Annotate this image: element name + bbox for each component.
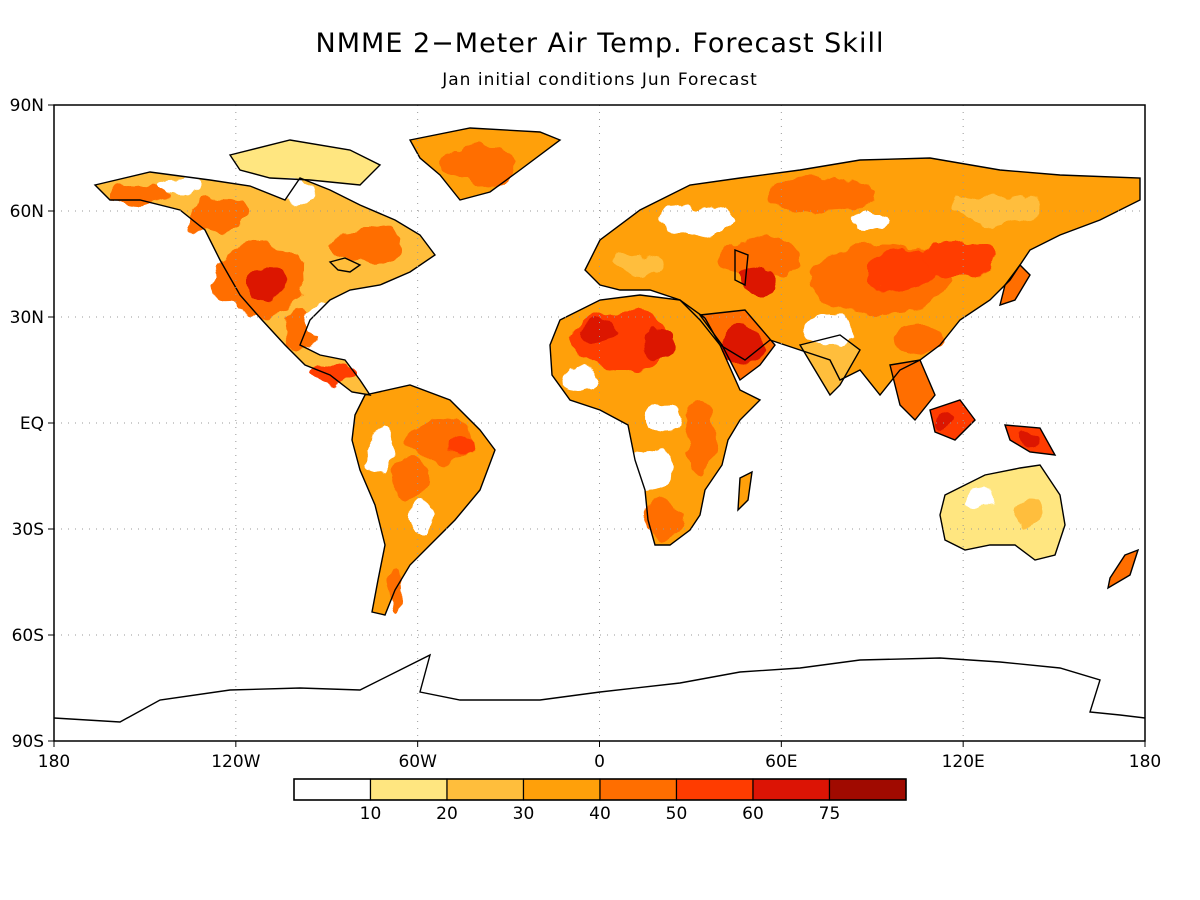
coastline-borneo xyxy=(929,399,976,441)
coastline-india xyxy=(798,334,861,397)
colorbar-swatch xyxy=(752,778,831,801)
landmass-australia xyxy=(940,465,1065,560)
lon-tick-label: 120W xyxy=(211,752,260,772)
colorbar-label: 60 xyxy=(742,804,764,824)
coastline-australia xyxy=(939,464,1066,561)
colorbar-swatch xyxy=(675,778,754,801)
lat-tick-label: 90S xyxy=(12,732,44,752)
colorbar-swatch xyxy=(522,778,601,801)
coastline-antarctica xyxy=(54,653,1145,723)
colorbar-label: 75 xyxy=(819,804,841,824)
coastline-new-guinea xyxy=(1003,424,1057,456)
colorbar-frame xyxy=(293,778,907,801)
skill-hotspots-layer xyxy=(110,145,1045,610)
colorbar-swatch xyxy=(293,778,372,801)
coastline-southeast-asia xyxy=(889,359,936,422)
coastline-africa xyxy=(549,294,762,546)
coastline-new-zealand xyxy=(1107,548,1140,590)
lat-tick-label: 90N xyxy=(10,96,44,116)
lon-tick-label: 60E xyxy=(765,752,797,772)
landmass-southeast-asia xyxy=(890,360,935,420)
lon-tick-label: 0 xyxy=(594,752,605,772)
colorbar-label: 10 xyxy=(360,804,382,824)
landmass-india xyxy=(800,335,860,395)
coastline-arctic-islands xyxy=(228,139,382,186)
map-title: NMME 2−Meter Air Temp. Forecast Skill xyxy=(315,28,885,59)
coastline-great-lakes xyxy=(328,257,362,273)
lat-tick-label: EQ xyxy=(20,414,44,434)
colorbar-label: 30 xyxy=(513,804,535,824)
coastline-madagascar xyxy=(737,470,753,512)
coastline-south-america xyxy=(351,384,496,616)
coastline-north-america xyxy=(93,171,436,396)
lon-tick-label: 180 xyxy=(38,752,70,772)
coastline-eurasia xyxy=(584,157,1141,397)
colorbar-label: 50 xyxy=(666,804,688,824)
lat-tick-label: 30S xyxy=(12,520,44,540)
coastline-japan xyxy=(999,263,1031,307)
lat-tick-label: 60N xyxy=(10,202,44,222)
colorbar-label: 20 xyxy=(436,804,458,824)
colorbar-swatch xyxy=(446,778,525,801)
coastline-greenland xyxy=(408,127,562,201)
colorbar-swatch xyxy=(599,778,678,801)
colorbar: 10 20 30 40 50 60 75 xyxy=(293,778,907,824)
coastlines-layer xyxy=(54,127,1145,723)
landmass-arctic-islands xyxy=(230,140,380,185)
map-subtitle: Jan initial conditions Jun Forecast xyxy=(442,70,758,90)
landmass-madagascar xyxy=(738,472,752,510)
landmass-new-zealand xyxy=(1108,550,1138,588)
lat-tick-label: 30N xyxy=(10,308,44,328)
colorbar-swatch xyxy=(828,778,907,801)
lon-tick-label: 120E xyxy=(942,752,985,772)
colorbar-label: 40 xyxy=(589,804,611,824)
gridlines xyxy=(54,105,1145,741)
lon-tick-label: 60W xyxy=(398,752,437,772)
lon-tick-label: 180 xyxy=(1129,752,1161,772)
landmass-japan xyxy=(1000,265,1030,305)
coastline-arabia xyxy=(698,309,776,382)
coastline-caspian xyxy=(734,248,749,287)
colorbar-swatch xyxy=(369,778,448,801)
lat-tick-label: 60S xyxy=(12,626,44,646)
